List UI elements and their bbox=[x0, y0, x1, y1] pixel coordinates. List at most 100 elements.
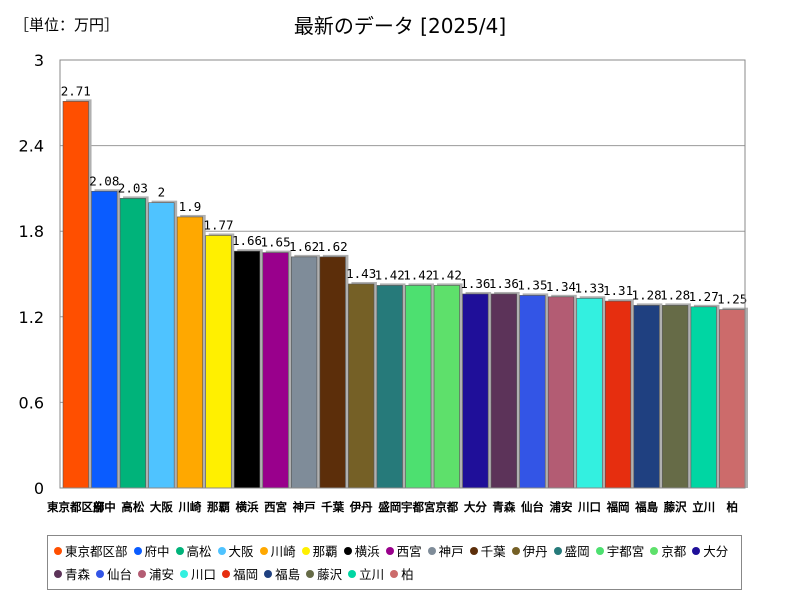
value-label: 1.62 bbox=[318, 239, 348, 254]
legend-swatch-icon bbox=[595, 546, 604, 555]
value-label: 2.08 bbox=[89, 173, 119, 188]
x-tick-label: 府中 bbox=[93, 500, 116, 514]
legend-item: 浦安 bbox=[138, 562, 174, 585]
legend-swatch-icon bbox=[427, 546, 436, 555]
bar-柏 bbox=[719, 309, 746, 489]
legend-item: 盛岡 bbox=[553, 539, 590, 562]
value-label: 1.35 bbox=[517, 277, 547, 292]
y-tick-label: 0.6 bbox=[19, 393, 44, 412]
legend-swatch-icon bbox=[553, 546, 562, 555]
value-label: 1.28 bbox=[660, 287, 690, 302]
legend-label: 西宮 bbox=[396, 544, 422, 559]
legend-swatch-icon bbox=[692, 546, 701, 555]
legend-swatch-icon bbox=[650, 546, 659, 555]
legend-label: 立川 bbox=[359, 567, 385, 582]
value-label: 1.31 bbox=[603, 283, 633, 298]
legend-swatch-icon bbox=[306, 569, 315, 578]
x-tick-label: 京都 bbox=[435, 500, 458, 514]
bar-伊丹 bbox=[348, 283, 375, 489]
value-label: 1.65 bbox=[261, 235, 291, 250]
bar-那覇 bbox=[205, 235, 232, 489]
legend: 東京都区部 府中 高松 大阪 川崎 那覇 横浜 西宮 神戸 千葉 伊丹 盛岡 宇都宮 京都 大分 青森 仙台 浦安… bbox=[47, 535, 742, 590]
legend-item: 東京都区部 bbox=[54, 539, 128, 562]
value-label: 1.66 bbox=[232, 233, 262, 248]
bar-大分 bbox=[462, 293, 489, 489]
bars bbox=[62, 99, 748, 489]
legend-label: 高松 bbox=[186, 544, 212, 559]
bar-福岡 bbox=[604, 300, 632, 489]
legend-item: 仙台 bbox=[96, 562, 132, 585]
value-label: 1.42 bbox=[432, 267, 462, 282]
legend-item: 宇都宮 bbox=[595, 539, 645, 562]
legend-item: 京都 bbox=[650, 539, 686, 562]
legend-swatch-icon bbox=[175, 546, 184, 555]
legend-item: 那覇 bbox=[301, 539, 338, 562]
legend-swatch-icon bbox=[264, 569, 273, 578]
bar-宇都宮 bbox=[405, 285, 432, 489]
x-tick-label: 立川 bbox=[692, 500, 715, 514]
legend-swatch-icon bbox=[469, 546, 478, 555]
legend-item: 福岡 bbox=[222, 562, 258, 585]
legend-label: 京都 bbox=[661, 544, 687, 559]
legend-swatch-icon bbox=[96, 569, 105, 578]
x-tick-label: 川崎 bbox=[177, 500, 201, 514]
bar-千葉 bbox=[319, 256, 346, 489]
legend-label: 浦安 bbox=[149, 567, 175, 582]
legend-item: 大分 bbox=[692, 539, 728, 562]
legend-item: 青森 bbox=[54, 562, 90, 585]
value-label: 1.27 bbox=[689, 289, 719, 304]
bar-府中 bbox=[91, 190, 118, 489]
legend-label: 府中 bbox=[144, 544, 170, 559]
legend-swatch-icon bbox=[54, 569, 62, 578]
legend-swatch-icon bbox=[217, 546, 226, 555]
value-label: 1.9 bbox=[179, 199, 202, 214]
legend-swatch-icon bbox=[180, 569, 189, 578]
unit-label: ［単位：万円］ bbox=[14, 16, 120, 34]
bar-川口 bbox=[576, 297, 603, 489]
x-tick-label: 盛岡 bbox=[378, 500, 401, 514]
bar-西宮 bbox=[262, 252, 289, 489]
y-tick-label: 2.4 bbox=[19, 137, 44, 156]
legend-swatch-icon bbox=[222, 569, 231, 578]
bar-chart: 00.61.21.82.43 2.712.082.03 21.91.771.661… bbox=[19, 51, 748, 514]
legend-label: 大分 bbox=[703, 544, 729, 559]
bar-福島 bbox=[633, 305, 660, 489]
y-tick-label: 1.2 bbox=[19, 308, 44, 327]
legend-item: 府中 bbox=[133, 539, 170, 562]
legend-swatch-icon bbox=[348, 569, 357, 578]
legend-item: 藤沢 bbox=[306, 562, 342, 585]
legend-label: 仙台 bbox=[107, 567, 133, 582]
legend-label: 神戸 bbox=[438, 544, 464, 559]
legend-label: 那覇 bbox=[312, 544, 338, 559]
legend-swatch-icon bbox=[301, 546, 310, 555]
bar-青森 bbox=[490, 293, 517, 489]
x-tick-label: 藤沢 bbox=[664, 500, 687, 514]
x-tick-label: 東京都区部 bbox=[47, 500, 105, 514]
bar-盛岡 bbox=[376, 285, 403, 489]
value-label: 2 bbox=[158, 185, 166, 200]
bar-浦安 bbox=[547, 296, 575, 489]
y-tick-label: 0 bbox=[34, 479, 44, 498]
legend-swatch-icon bbox=[138, 569, 147, 578]
bar-横浜 bbox=[233, 250, 261, 489]
x-tick-label: 高松 bbox=[121, 500, 144, 514]
legend-swatch-icon bbox=[133, 546, 142, 555]
chart-title: 最新のデータ [2025/4] bbox=[293, 14, 507, 38]
x-tick-label: 大分 bbox=[464, 500, 487, 514]
x-tick-label: 神戸 bbox=[293, 500, 316, 514]
legend-swatch-icon bbox=[385, 546, 394, 555]
value-label: 1.62 bbox=[289, 239, 319, 254]
legend-label: 盛岡 bbox=[564, 544, 590, 559]
legend-label: 藤沢 bbox=[317, 567, 343, 582]
x-tick-label: 千葉 bbox=[321, 500, 344, 514]
value-label: 2.71 bbox=[61, 83, 91, 98]
legend-label: 宇都宮 bbox=[606, 544, 645, 559]
value-label: 1.42 bbox=[375, 267, 405, 282]
y-axis-ticks: 0 0.6 1.2 1.8 2.4 3 bbox=[19, 51, 44, 498]
legend-item: 高松 bbox=[175, 539, 212, 562]
legend-swatch-icon bbox=[511, 546, 520, 555]
legend-swatch-icon bbox=[343, 546, 352, 555]
legend-label: 千葉 bbox=[480, 544, 506, 559]
x-tick-label: 福岡 bbox=[606, 500, 630, 514]
